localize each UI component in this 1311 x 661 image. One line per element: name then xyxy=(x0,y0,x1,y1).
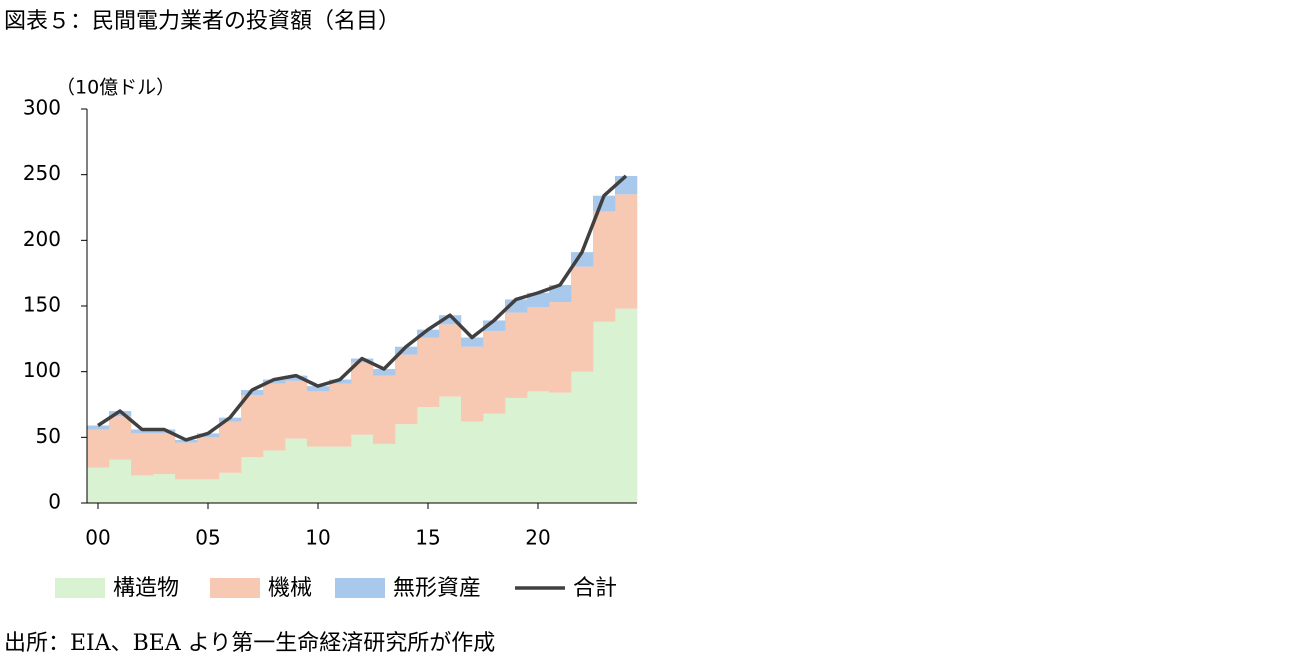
area-step xyxy=(329,379,352,384)
area-step xyxy=(175,479,198,503)
area-step xyxy=(153,474,176,503)
area-step xyxy=(87,425,110,430)
area-step xyxy=(285,438,308,503)
area-step xyxy=(571,266,594,372)
area-step xyxy=(219,421,242,473)
y-tick-label: 200 xyxy=(23,227,61,251)
area-step xyxy=(351,434,374,503)
y-tick-label: 250 xyxy=(23,161,61,185)
area-step xyxy=(307,386,330,392)
area-step xyxy=(571,371,594,503)
area-step xyxy=(241,457,264,503)
area-step xyxy=(241,395,264,458)
area-step xyxy=(87,429,110,468)
area-step xyxy=(131,433,154,476)
area-step xyxy=(131,475,154,503)
area-step xyxy=(285,375,308,381)
area-step xyxy=(615,194,638,309)
x-tick-label: 05 xyxy=(195,526,220,550)
area-step xyxy=(461,421,484,503)
area-step xyxy=(483,413,506,503)
y-tick-label: 150 xyxy=(23,293,61,317)
area-step xyxy=(197,437,220,480)
area-step xyxy=(395,354,418,425)
y-tick-label: 50 xyxy=(36,424,61,448)
x-tick-label: 10 xyxy=(305,526,330,550)
area-step xyxy=(461,337,484,347)
area-step xyxy=(439,396,462,503)
area-step xyxy=(527,307,550,392)
area-step xyxy=(483,330,506,414)
legend-label: 無形資産 xyxy=(393,576,481,601)
total-line xyxy=(97,174,628,442)
area-step xyxy=(549,284,572,303)
area-step xyxy=(417,329,440,338)
area-step xyxy=(483,320,506,331)
x-tick-label: 00 xyxy=(85,526,110,550)
area-step xyxy=(109,416,132,460)
area-step xyxy=(373,375,396,444)
area-step xyxy=(87,467,110,503)
area-step xyxy=(153,433,176,475)
area-step xyxy=(373,369,396,376)
area-step xyxy=(505,397,528,503)
legend-swatch xyxy=(55,578,105,598)
area-step xyxy=(549,302,572,393)
area-step xyxy=(461,346,484,422)
area-step xyxy=(109,411,132,417)
legend-label: 構造物 xyxy=(113,576,179,601)
area-step xyxy=(307,446,330,503)
area-step xyxy=(615,308,638,503)
area-step xyxy=(219,472,242,503)
x-tick-label: 15 xyxy=(415,526,440,550)
x-tick-label: 20 xyxy=(525,526,550,550)
y-tick-label: 0 xyxy=(48,490,61,514)
chart-title: 図表５：民間電力業者の投資額（名目） xyxy=(4,9,400,34)
area-step xyxy=(439,315,462,325)
legend-label: 合計 xyxy=(573,576,617,601)
area-step xyxy=(527,391,550,503)
area-step xyxy=(263,379,286,384)
area-step xyxy=(263,383,286,451)
area-step xyxy=(395,424,418,503)
area-step xyxy=(241,390,264,396)
y-axis-label: （10億ドル） xyxy=(56,77,175,99)
y-tick-label: 100 xyxy=(23,358,61,382)
area-step xyxy=(417,407,440,503)
area-step xyxy=(417,337,440,408)
area-step xyxy=(593,321,616,503)
area-step xyxy=(549,392,572,503)
area-step xyxy=(175,442,198,480)
area-step xyxy=(197,433,220,438)
area-step xyxy=(131,429,154,434)
area-step xyxy=(593,211,616,322)
legend-swatch xyxy=(210,578,260,598)
area-step xyxy=(197,479,220,503)
area-step xyxy=(373,443,396,503)
area-step xyxy=(395,346,418,355)
area-step xyxy=(351,362,374,435)
area-step xyxy=(263,450,286,503)
area-step xyxy=(527,292,550,308)
y-tick-label: 300 xyxy=(23,96,61,120)
area-step xyxy=(329,446,352,503)
area-step xyxy=(307,391,330,447)
area-step xyxy=(439,324,462,397)
legend-swatch xyxy=(335,578,385,598)
area-step xyxy=(285,380,308,439)
area-step xyxy=(329,383,352,447)
area-step xyxy=(109,459,132,503)
source-note: 出所：EIA、BEA より第一生命経済研究所が作成 xyxy=(4,631,495,656)
area-step xyxy=(505,312,528,398)
legend-label: 機械 xyxy=(268,576,312,601)
